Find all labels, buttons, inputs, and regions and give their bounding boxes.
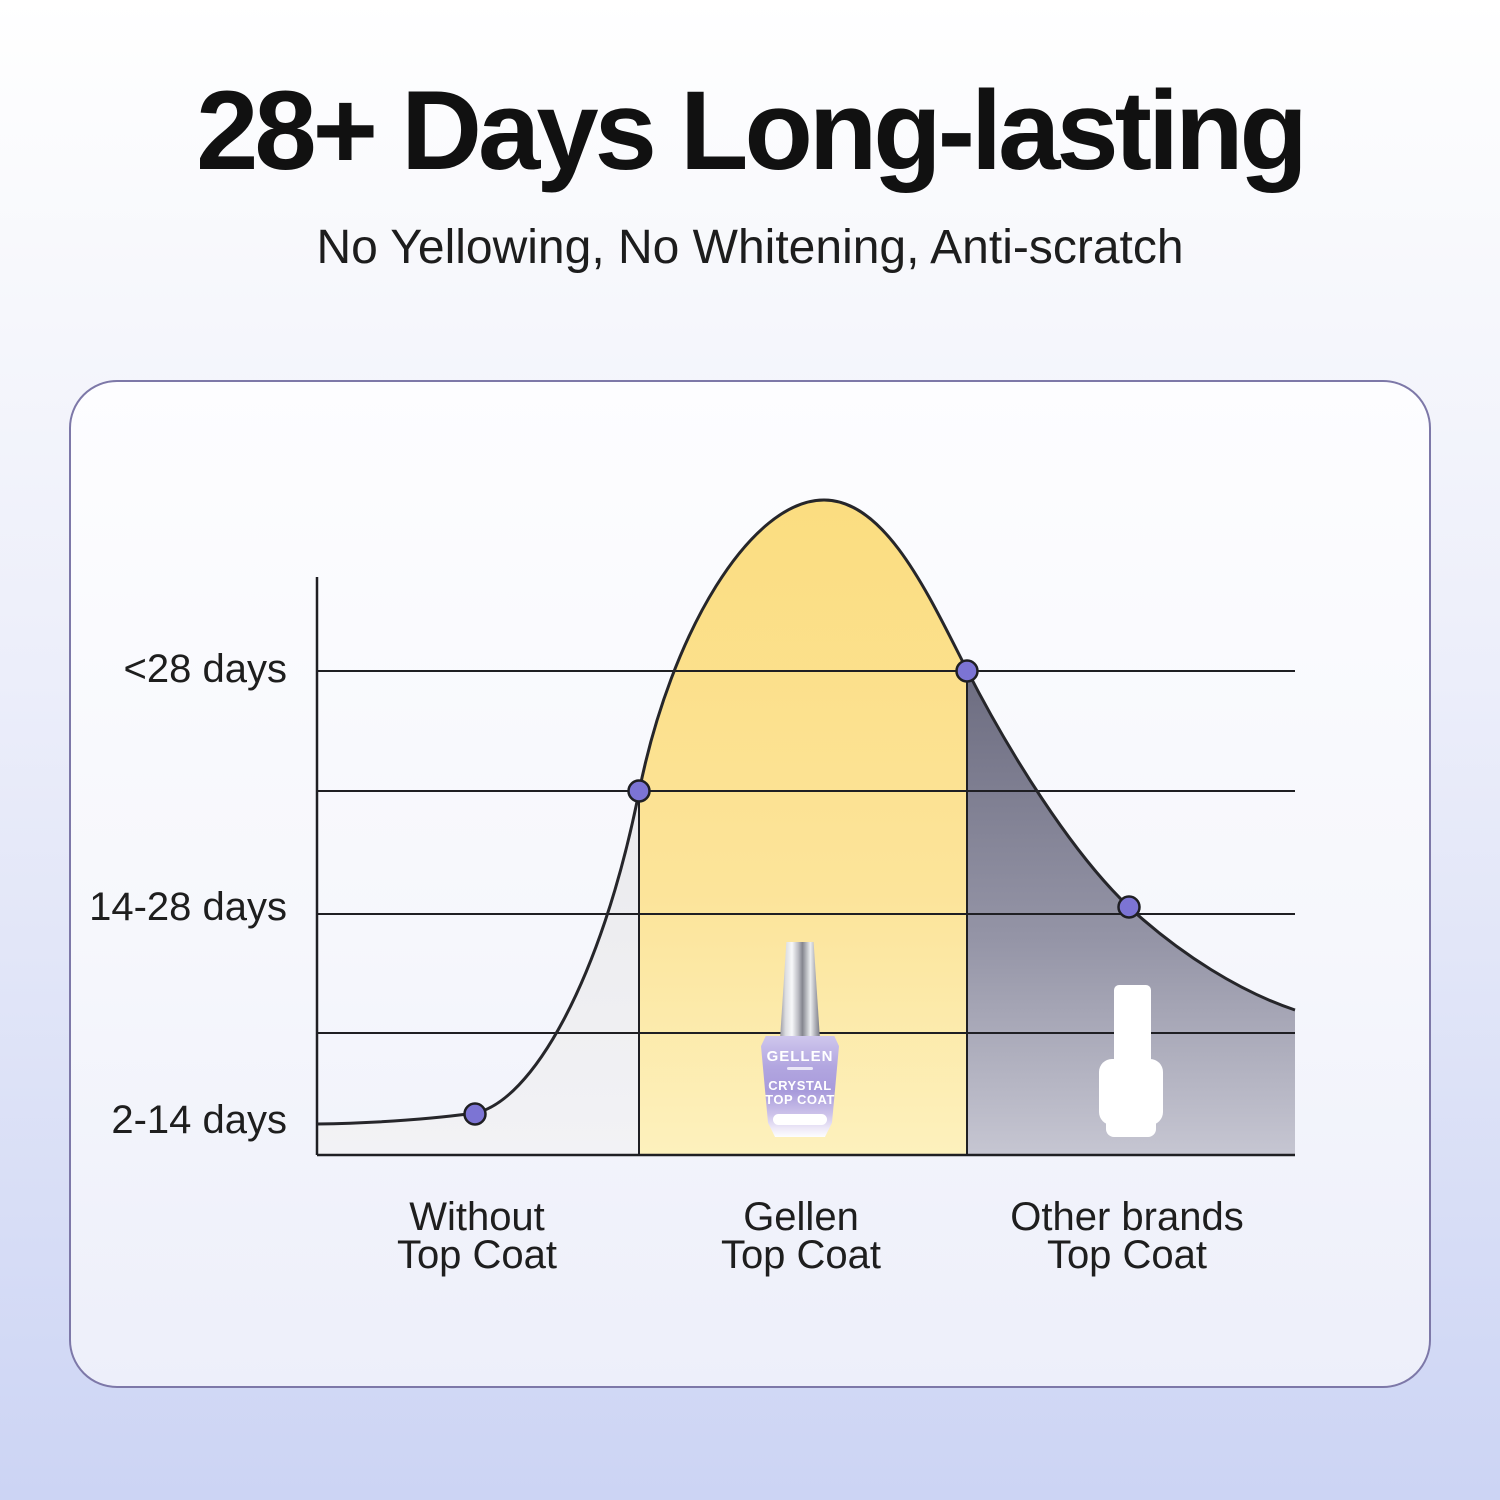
durability-chart — [315, 498, 1296, 1157]
region-without-top-coat — [317, 792, 639, 1155]
page-title: 28+ Days Long-lasting — [196, 68, 1308, 193]
category-label-line: Top Coat — [396, 1233, 558, 1277]
bottle-body: GELLEN CRYSTAL TOP COAT — [761, 1036, 839, 1137]
bottle-badge — [773, 1114, 827, 1125]
y-axis-label-under-28-days: <28 days — [123, 647, 287, 691]
bottle-brand-label: GELLEN — [766, 1048, 834, 1065]
region-gellen-top-coat — [639, 500, 967, 1155]
data-point-dot — [1117, 895, 1141, 919]
y-axis-label-14-28-days: 14-28 days — [89, 885, 287, 929]
category-label-line: Without — [409, 1195, 545, 1239]
bottle-cap — [780, 942, 820, 1039]
category-label-other-brands-top-coat: Other brands Top Coat — [967, 1195, 1287, 1277]
data-point-dot — [463, 1102, 487, 1126]
bottle-brand-subline — [787, 1067, 813, 1070]
bottle-product-line: CRYSTAL — [768, 1078, 832, 1093]
category-label-line: Gellen — [743, 1195, 859, 1239]
data-point-dot — [955, 659, 979, 683]
data-point-dot — [627, 779, 651, 803]
category-label-line: Top Coat — [1046, 1233, 1208, 1277]
category-label-without-top-coat: Without Top Coat — [317, 1195, 637, 1277]
category-label-line: Top Coat — [720, 1233, 882, 1277]
y-axis-label-2-14-days: 2-14 days — [111, 1098, 287, 1142]
other-brand-bottle-icon — [1099, 985, 1163, 1137]
durability-curve — [316, 498, 1296, 1126]
gellen-bottle-image: GELLEN CRYSTAL TOP COAT — [757, 940, 843, 1140]
bottle-product-label: CRYSTAL TOP COAT — [761, 1079, 839, 1107]
bottle-product-line: TOP COAT — [765, 1092, 835, 1107]
chart-card — [69, 380, 1431, 1388]
category-label-gellen-top-coat: Gellen Top Coat — [641, 1195, 961, 1277]
page-subtitle: No Yellowing, No Whitening, Anti-scratch — [316, 221, 1184, 274]
category-label-line: Other brands — [1010, 1195, 1244, 1239]
